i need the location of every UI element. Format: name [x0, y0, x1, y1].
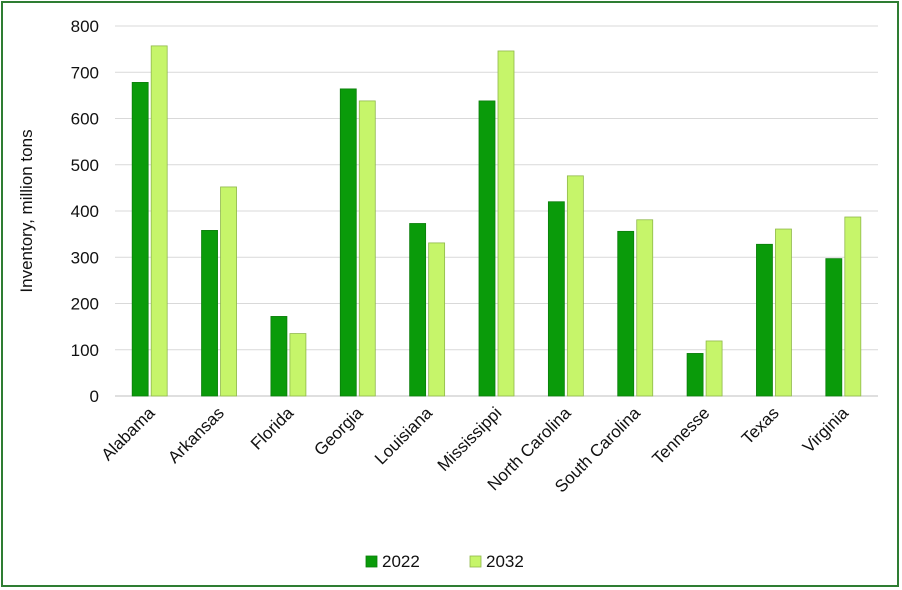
- bar-2022: [409, 223, 427, 397]
- bar-2032: [358, 100, 376, 397]
- bar-2032: [428, 242, 446, 397]
- y-tick-label: 200: [71, 295, 99, 314]
- y-tick-label: 100: [71, 341, 99, 360]
- bar-2032: [150, 45, 168, 397]
- x-tick-label: Arkansas: [164, 403, 228, 467]
- x-tick-label: Florida: [247, 403, 298, 454]
- x-axis: Alabama Arkansas Florida Georgia LouisianaMi…: [98, 403, 853, 496]
- y-axis: 0 100 200 300 400 500 600 700 800: [71, 17, 99, 406]
- legend-label-2032: 2032: [486, 552, 524, 571]
- bar-2022: [547, 201, 565, 397]
- x-tick-label: Louisiana: [371, 403, 436, 468]
- y-tick-label: 300: [71, 248, 99, 267]
- bar-2032: [705, 340, 723, 397]
- y-tick-label: 400: [71, 202, 99, 221]
- gridlines: [115, 25, 878, 397]
- bar-2032: [497, 50, 515, 397]
- x-tick-label: Virginia: [799, 403, 853, 457]
- bars: [131, 45, 862, 397]
- bar-2032: [636, 219, 654, 397]
- bar-2032: [289, 333, 307, 397]
- y-tick-label: 800: [71, 17, 99, 36]
- bar-2032: [775, 228, 792, 397]
- legend-label-2022: 2022: [382, 552, 420, 571]
- legend-swatch-2032: [469, 555, 482, 568]
- bar-2022: [201, 230, 218, 397]
- bar-2022: [270, 316, 288, 397]
- x-tick-label: Georgia: [310, 403, 367, 460]
- bar-2022: [617, 230, 635, 397]
- bar-2032: [566, 175, 584, 397]
- y-tick-label: 700: [71, 63, 99, 82]
- bar-2022: [825, 258, 843, 397]
- bar-2022: [686, 353, 704, 397]
- x-tick-label: Mississippi: [434, 403, 506, 475]
- bar-2032: [220, 186, 237, 397]
- legend-swatch-2022: [365, 555, 378, 568]
- bar-2022: [478, 100, 496, 397]
- x-tick-label: Alabama: [98, 403, 159, 464]
- bar-2022: [339, 88, 357, 397]
- x-tick-label: Tennesse: [649, 403, 714, 468]
- y-axis-title: Inventory, million tons: [17, 129, 36, 292]
- x-tick-label: Texas: [738, 403, 783, 448]
- bar-2032: [844, 216, 862, 397]
- y-tick-label: 0: [90, 387, 99, 406]
- bar-2022: [131, 82, 149, 397]
- y-tick-label: 500: [71, 156, 99, 175]
- legend: 2022 2032: [365, 552, 524, 571]
- bar-2022: [756, 243, 773, 397]
- y-tick-label: 600: [71, 110, 99, 129]
